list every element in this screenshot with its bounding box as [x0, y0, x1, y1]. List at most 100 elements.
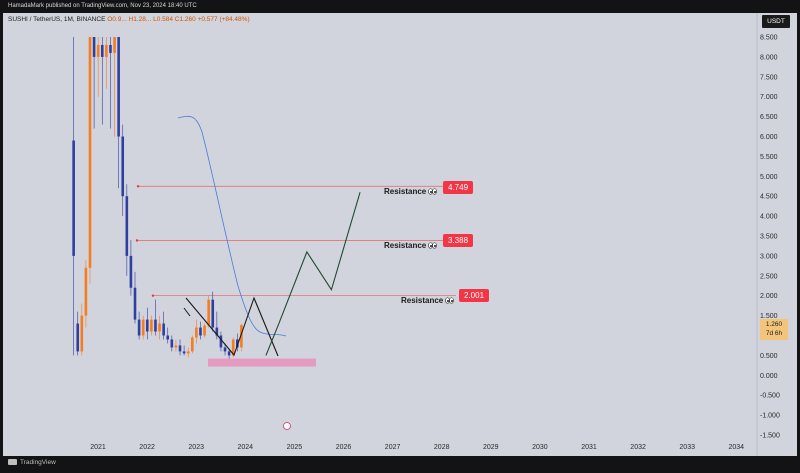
candle-body: [100, 44, 104, 57]
candle-body: [236, 339, 239, 348]
x-tick-label: 2033: [679, 444, 695, 451]
candle-body: [154, 319, 157, 332]
candle-body: [72, 140, 75, 256]
y-tick-label: 5.500: [760, 154, 778, 161]
candle-body: [133, 287, 137, 320]
support-zone: [208, 358, 316, 367]
x-tick-label: 2032: [630, 444, 646, 451]
moving-average-line: [177, 115, 287, 337]
resistance-label-text: Resistance: [384, 187, 427, 196]
resistance-label-text: Resistance: [384, 241, 427, 250]
candle-body: [80, 315, 84, 352]
candle-body: [170, 339, 174, 348]
candle-body: [174, 345, 178, 348]
x-tick-label: 2030: [532, 444, 548, 451]
projection-path: [265, 192, 361, 356]
x-tick-label: 2031: [581, 444, 597, 451]
x-tick-label: 2029: [483, 444, 499, 451]
y-tick-label: -1.500: [760, 433, 780, 440]
x-tick-label: 2026: [336, 444, 352, 451]
eyes-emoji-icon: [428, 188, 438, 195]
current-price-value: 1.260: [765, 321, 783, 328]
resistance-label: Resistance: [384, 241, 438, 250]
y-tick-label: 0.500: [760, 353, 778, 360]
symbol-legend: SUSHI / TetherUS, 1M, BINANCE O0.9... H1…: [8, 16, 250, 23]
tradingview-brand-label: TradingView: [20, 459, 56, 466]
y-tick-label: 3.500: [760, 234, 778, 241]
candle-body: [182, 351, 186, 354]
y-tick-label: 8.000: [760, 54, 778, 61]
tradingview-logo-icon: [8, 459, 17, 466]
candle-body: [199, 327, 202, 336]
resistance-value-badge: 4.749: [443, 181, 474, 194]
candle-body: [109, 44, 112, 53]
candle-body: [141, 319, 145, 336]
candle-body: [215, 327, 219, 336]
candle-body: [207, 299, 210, 326]
candle-body: [219, 335, 223, 348]
y-tick-label: 1.500: [760, 313, 778, 320]
y-tick-label: 2.000: [760, 293, 778, 300]
symbol-name: SUSHI / TetherUS, 1M, BINANCE: [8, 16, 106, 23]
eyes-emoji-icon: [445, 297, 455, 304]
pattern-line: [185, 296, 279, 357]
candle-body: [195, 327, 198, 338]
candle-body: [166, 335, 170, 340]
y-tick-label: -0.500: [760, 393, 780, 400]
plot-area-background: [3, 13, 757, 456]
candle-countdown: 7d 6h: [765, 330, 783, 337]
candle-body: [105, 44, 108, 57]
candle-body: [129, 255, 133, 288]
y-tick-label: 6.000: [760, 134, 778, 141]
y-tick-label: -1.000: [760, 413, 780, 420]
candle-body: [186, 351, 190, 354]
candle-body: [162, 323, 165, 336]
candle-body: [203, 325, 206, 336]
candle-body: [223, 347, 227, 352]
y-tick-label: 7.500: [760, 74, 778, 81]
candle-body: [178, 345, 182, 352]
x-tick-label: 2023: [188, 444, 204, 451]
y-tick-label: 0.000: [760, 373, 778, 380]
candle-body: [88, 37, 92, 268]
candle-body: [76, 323, 80, 352]
x-tick-label: 2028: [434, 444, 450, 451]
eyes-emoji-icon: [428, 242, 438, 249]
price-axis-background: [757, 13, 797, 456]
y-tick-label: 6.500: [760, 114, 778, 121]
current-price-badge: 1.260 7d 6h: [760, 319, 788, 340]
resistance-value-badge: 2.001: [459, 289, 490, 302]
y-tick-label: 7.000: [760, 94, 778, 101]
candle-body: [190, 337, 194, 352]
resistance-value-badge: 3.388: [443, 234, 474, 247]
resistance-anchor-dot: [151, 294, 155, 297]
candle-body: [96, 44, 100, 57]
quote-currency-badge[interactable]: USDT: [762, 15, 790, 28]
tradingview-footer[interactable]: TradingView: [8, 459, 56, 466]
candle-body: [240, 325, 243, 348]
candle-body: [158, 323, 161, 332]
resistance-anchor-dot: [136, 185, 140, 188]
candle-body: [121, 136, 125, 197]
x-tick-label: 2024: [238, 444, 254, 451]
resistance-label-text: Resistance: [401, 296, 444, 305]
resistance-anchor-dot: [135, 239, 139, 242]
resistance-label: Resistance: [401, 296, 455, 305]
y-tick-label: 2.500: [760, 273, 778, 280]
candle-body: [117, 37, 120, 137]
candle-body: [150, 319, 153, 332]
x-tick-label: 2022: [139, 444, 155, 451]
y-tick-label: 8.500: [760, 35, 778, 42]
x-tick-label: 2021: [90, 444, 106, 451]
candle-body: [125, 196, 129, 256]
candle-body: [211, 299, 215, 328]
x-tick-label: 2034: [729, 444, 745, 451]
resistance-label: Resistance: [384, 187, 438, 196]
publisher-line: HamadaMark published on TradingView.com,…: [8, 3, 197, 9]
y-tick-label: 4.000: [760, 214, 778, 221]
candle-body: [137, 319, 141, 336]
candle-body: [92, 37, 96, 57]
pattern-line: [183, 307, 191, 317]
